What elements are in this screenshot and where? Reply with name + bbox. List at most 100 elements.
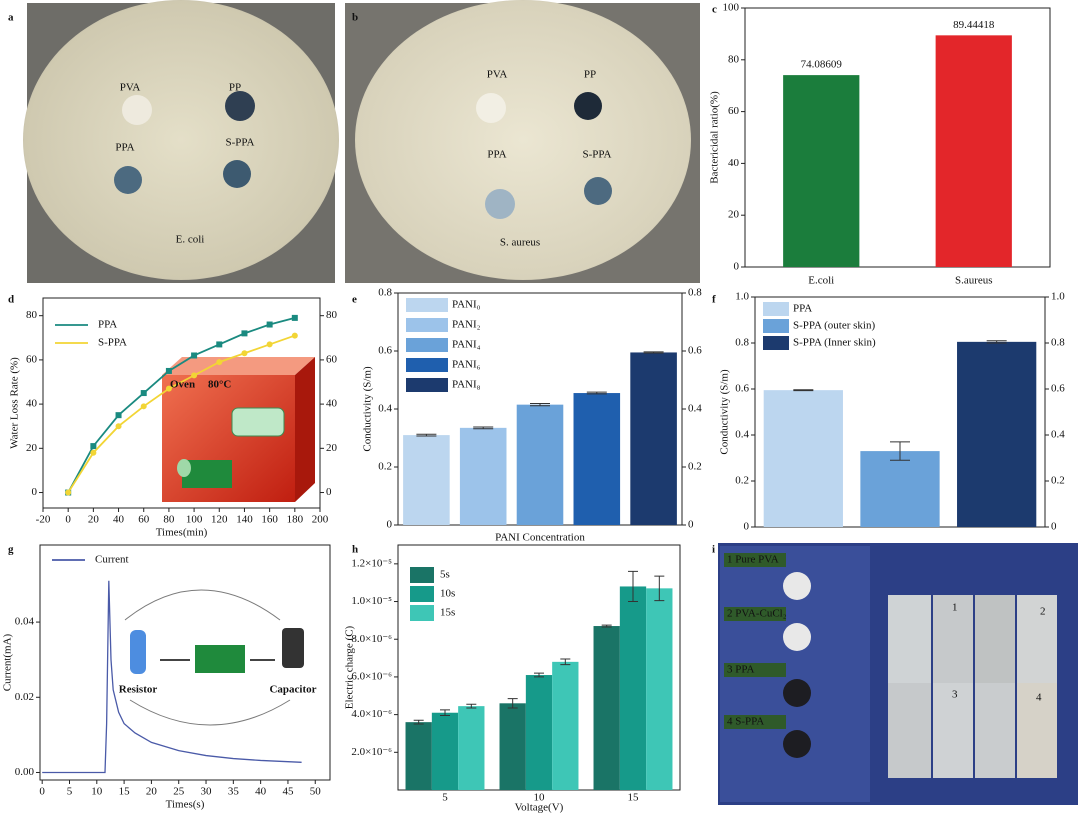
y-tick-label: 6.0×10⁻⁶ bbox=[351, 670, 392, 682]
y-tick-label: 40 bbox=[26, 398, 38, 410]
legend-label: PANI₂ bbox=[452, 319, 481, 331]
disc bbox=[476, 93, 506, 123]
legend-label: PANI₈ bbox=[452, 379, 481, 391]
legend-swatch bbox=[406, 318, 448, 332]
sample-label: 3 PPA bbox=[727, 664, 754, 676]
point bbox=[291, 314, 298, 321]
panel-letter: e bbox=[352, 294, 357, 306]
error-bar bbox=[628, 570, 638, 603]
bar bbox=[573, 393, 621, 525]
data-label: 89.44418 bbox=[953, 19, 995, 31]
inset-label: 80°C bbox=[208, 379, 231, 391]
x-tick-label: 200 bbox=[312, 514, 329, 526]
y-tick-label: 20 bbox=[26, 442, 38, 454]
error-bar bbox=[473, 426, 494, 430]
error-bar bbox=[413, 719, 424, 725]
bar bbox=[431, 712, 459, 790]
line bbox=[67, 334, 296, 494]
point bbox=[165, 367, 172, 374]
disc bbox=[485, 189, 515, 219]
sample-label: PVA bbox=[120, 82, 141, 94]
y-axis-label: Conductivity (S/m) bbox=[362, 366, 374, 452]
plot-frame bbox=[744, 7, 1051, 268]
label-tag bbox=[724, 607, 786, 621]
y-tick-label: 20 bbox=[728, 209, 740, 221]
legend-label: PPA bbox=[98, 319, 117, 331]
legend-label: PANI₄ bbox=[452, 339, 481, 351]
y2-tick-label: 20 bbox=[326, 442, 338, 454]
x-axis-label: PANI Concentration bbox=[495, 532, 585, 544]
x-tick-label: 60 bbox=[138, 514, 150, 526]
y2-tick-label: 0.6 bbox=[688, 345, 702, 357]
x-tick-label: 80 bbox=[163, 514, 175, 526]
y-tick-label: 0.4 bbox=[378, 403, 392, 415]
legend-swatch bbox=[410, 567, 434, 583]
disc bbox=[122, 95, 152, 125]
legend-label: Current bbox=[95, 554, 129, 566]
legend-label: S-PPA bbox=[98, 337, 127, 349]
legend-swatch bbox=[410, 605, 434, 621]
sample bbox=[231, 407, 285, 437]
bar bbox=[459, 427, 507, 525]
x-tick-label: 160 bbox=[261, 514, 278, 526]
x-tick-label: 5 bbox=[442, 792, 448, 804]
point bbox=[241, 350, 248, 357]
x-tick-label: S.aureus bbox=[955, 275, 993, 287]
sample-number: 2 bbox=[1040, 606, 1046, 618]
disc bbox=[114, 166, 142, 194]
bar bbox=[499, 703, 526, 790]
x-tick-label: 40 bbox=[113, 514, 125, 526]
x-tick-label: 35 bbox=[228, 786, 240, 798]
error-bar bbox=[507, 698, 518, 709]
point bbox=[65, 489, 72, 496]
bar bbox=[516, 404, 564, 525]
y2-tick-label: 0 bbox=[688, 519, 694, 531]
panel-letter: b bbox=[352, 12, 358, 24]
y-tick-label: 80 bbox=[26, 309, 38, 321]
bar bbox=[646, 588, 673, 790]
x-tick-label: 15 bbox=[628, 792, 640, 804]
y-tick-label: 0.6 bbox=[735, 383, 749, 395]
x-axis-label: Times(min) bbox=[156, 527, 208, 539]
panel-letter: c bbox=[712, 4, 717, 16]
legend-swatch bbox=[410, 586, 434, 602]
legend-label: PANI₀ bbox=[452, 299, 481, 311]
x-tick-label: 50 bbox=[310, 786, 322, 798]
x-tick-label: 120 bbox=[211, 514, 228, 526]
x-tick-label: 0 bbox=[65, 514, 71, 526]
sample-label: 4 S-PPA bbox=[727, 716, 764, 728]
error-bar bbox=[560, 658, 571, 666]
legend-label: 5s bbox=[440, 569, 450, 581]
error-bar bbox=[793, 389, 814, 392]
x-tick-label: 10 bbox=[91, 786, 103, 798]
point bbox=[216, 341, 223, 348]
bar bbox=[593, 626, 620, 790]
sample-label: PVA bbox=[487, 69, 508, 81]
y-tick-label: 0 bbox=[32, 486, 38, 498]
y-tick-label: 0 bbox=[744, 521, 750, 533]
bar bbox=[783, 75, 860, 267]
y-tick-label: 0.2 bbox=[735, 475, 749, 487]
sample-face bbox=[177, 459, 191, 477]
sample-label: PP bbox=[229, 82, 241, 94]
legend-label: S-PPA (Inner skin) bbox=[793, 337, 876, 349]
bar bbox=[935, 35, 1012, 268]
error-bar bbox=[440, 709, 450, 717]
y2-tick-label: 0.8 bbox=[688, 287, 702, 299]
oven-side bbox=[295, 357, 315, 502]
legend-swatch bbox=[763, 302, 789, 316]
y-tick-label: 0.04 bbox=[15, 616, 35, 628]
point bbox=[140, 390, 147, 397]
y-tick-label: 0.00 bbox=[15, 766, 35, 778]
organism: E. coli bbox=[176, 234, 205, 246]
point bbox=[90, 449, 97, 456]
x-tick-label: 20 bbox=[88, 514, 100, 526]
y-tick-label: 0.4 bbox=[735, 429, 749, 441]
sample-label: PP bbox=[584, 69, 596, 81]
bar bbox=[630, 352, 677, 525]
data-label: 74.08609 bbox=[801, 59, 843, 71]
point bbox=[90, 443, 97, 450]
panel-letter: d bbox=[8, 294, 14, 306]
point bbox=[241, 330, 248, 337]
